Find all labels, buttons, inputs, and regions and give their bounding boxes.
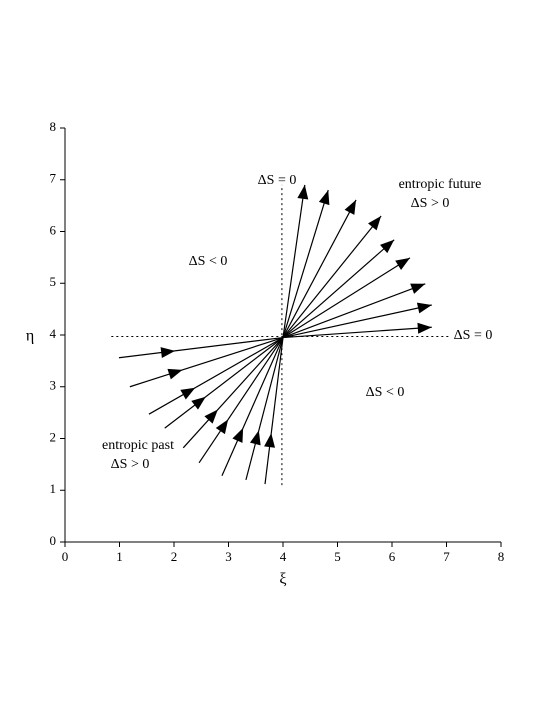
arrowhead [180,387,196,400]
y-tick-label: 6 [50,222,57,237]
y-tick-label: 8 [50,119,57,134]
y-tick-label: 3 [50,378,57,393]
arrowhead [395,257,410,270]
arrowhead [297,184,309,200]
x-tick-label: 0 [62,549,69,564]
arrowhead [167,368,183,380]
arrow-shaft [129,337,284,388]
arrowhead [368,215,382,231]
arrow-shaft [282,215,382,338]
arrow-shaft [282,257,411,339]
annotation: ΔS = 0 [454,328,493,343]
arrow-shaft [282,189,329,338]
annotation: entropic past [102,438,174,453]
arrowhead [160,347,176,359]
x-tick-label: 6 [389,549,396,564]
arrow-shaft [282,283,426,339]
y-tick-label: 7 [50,171,57,186]
arrow-shaft [198,337,284,464]
y-tick-label: 5 [50,274,57,289]
x-tick-label: 8 [498,549,505,564]
arrow [282,184,309,338]
arrowhead [416,302,432,314]
arrow [282,302,432,339]
arrow-shaft [282,239,395,339]
arrow-shaft [282,184,306,338]
arrow [282,215,382,338]
annotation: ΔS < 0 [366,385,405,400]
arrow-shaft [264,337,284,485]
x-tick-label: 7 [443,549,450,564]
arrowhead [204,409,218,424]
annotation: entropic future [399,177,482,192]
arrow-shaft [282,199,357,338]
arrow [264,337,284,485]
arrowhead [344,199,357,215]
annotation: ΔS > 0 [111,457,150,472]
x-tick-label: 1 [116,549,123,564]
arrow-shaft [245,337,284,481]
x-tick-label: 3 [225,549,232,564]
arrow [182,337,284,449]
arrowhead [417,322,432,334]
arrowhead [264,433,276,448]
x-tick-label: 4 [280,549,287,564]
annotation: ΔS > 0 [411,196,450,211]
y-axis-label: η [26,328,34,345]
arrow-shaft [282,326,432,339]
annotation: ΔS = 0 [258,173,297,188]
arrow [282,322,432,339]
arrow-shaft [182,337,284,449]
x-tick-label: 5 [334,549,341,564]
arrow [282,189,330,338]
y-tick-label: 4 [50,326,57,341]
annotation: ΔS < 0 [189,254,228,269]
arrow-shaft [148,337,284,415]
arrowhead [318,190,330,206]
arrowhead [215,419,229,435]
y-tick-label: 0 [50,533,57,548]
arrow [282,257,411,339]
arrow-shaft [282,304,432,339]
arrow [282,239,395,339]
arrow [118,336,284,359]
arrowhead [191,396,206,410]
arrow [282,199,357,338]
arrowhead [380,239,395,254]
arrow [129,337,284,388]
x-axis-label: ξ [279,571,286,588]
arrow [221,337,284,477]
y-tick-label: 1 [50,481,57,496]
arrow [164,337,284,429]
arrow [245,337,284,481]
arrow [282,283,426,339]
y-tick-label: 2 [50,429,57,444]
arrowhead [232,427,244,443]
arrow-shaft [221,337,284,477]
arrow-shaft [164,337,284,429]
arrowhead [249,430,261,446]
arrow [198,337,284,464]
x-tick-label: 2 [171,549,178,564]
arrowhead [410,283,426,294]
arrow [148,337,284,415]
arrow-shaft [118,336,284,359]
